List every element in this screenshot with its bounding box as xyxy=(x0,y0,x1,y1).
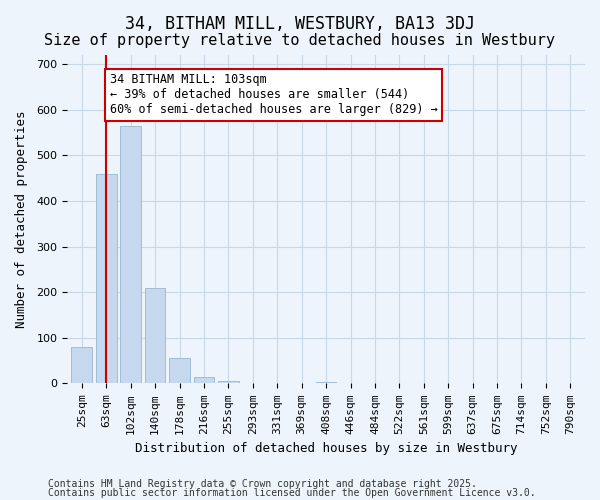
Bar xyxy=(145,288,166,384)
Text: 34 BITHAM MILL: 103sqm
← 39% of detached houses are smaller (544)
60% of semi-de: 34 BITHAM MILL: 103sqm ← 39% of detached… xyxy=(110,73,437,116)
Bar xyxy=(194,376,214,384)
Bar xyxy=(218,381,239,384)
Text: Contains public sector information licensed under the Open Government Licence v3: Contains public sector information licen… xyxy=(48,488,536,498)
Bar xyxy=(96,174,116,384)
Bar xyxy=(316,382,337,384)
Bar xyxy=(71,347,92,384)
Bar xyxy=(242,382,263,384)
Text: 34, BITHAM MILL, WESTBURY, BA13 3DJ: 34, BITHAM MILL, WESTBURY, BA13 3DJ xyxy=(125,15,475,33)
Bar xyxy=(169,358,190,384)
Y-axis label: Number of detached properties: Number of detached properties xyxy=(15,110,28,328)
Bar xyxy=(121,126,141,384)
Text: Contains HM Land Registry data © Crown copyright and database right 2025.: Contains HM Land Registry data © Crown c… xyxy=(48,479,477,489)
Text: Size of property relative to detached houses in Westbury: Size of property relative to detached ho… xyxy=(44,32,556,48)
X-axis label: Distribution of detached houses by size in Westbury: Distribution of detached houses by size … xyxy=(135,442,517,455)
